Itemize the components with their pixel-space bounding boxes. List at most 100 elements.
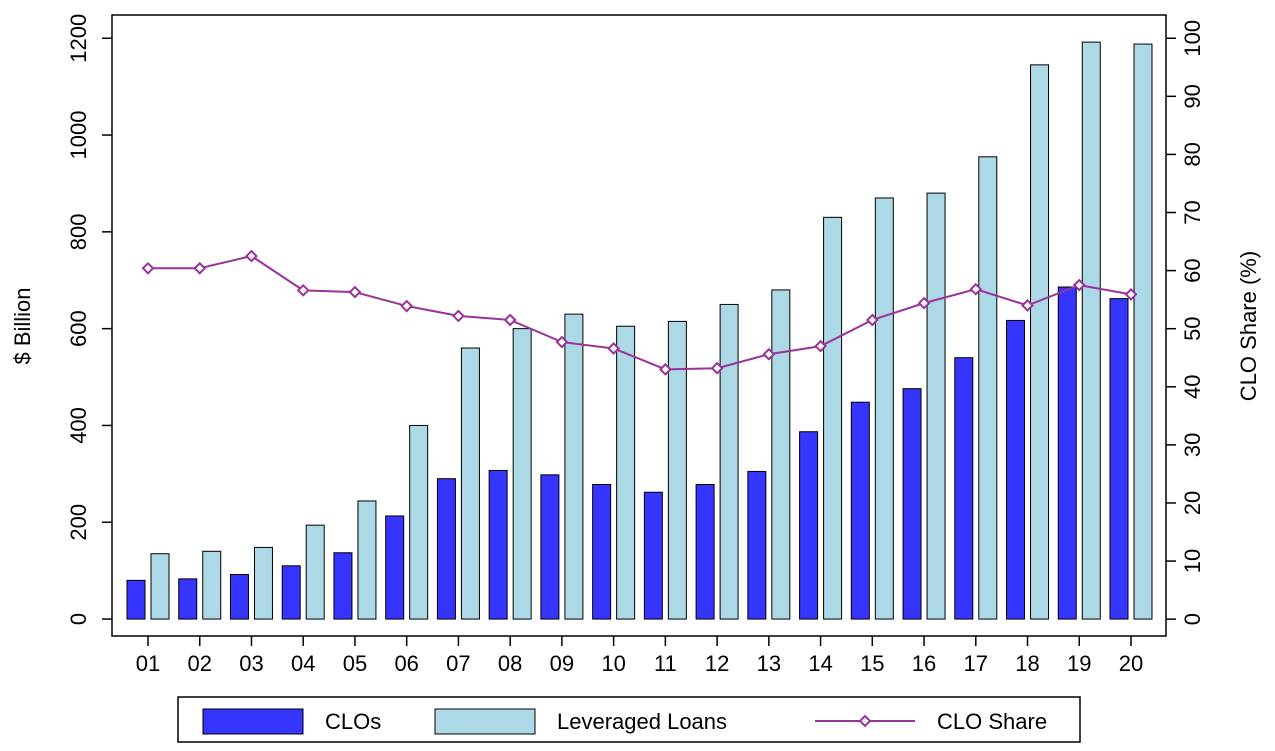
bar (667, 320, 687, 620)
x-tick-label: 12 (705, 651, 729, 676)
x-tick-label: 11 (654, 651, 677, 676)
y2-tick-label: 40 (1180, 375, 1205, 399)
marker (141, 261, 155, 275)
y2-tick-label: 10 (1180, 549, 1205, 573)
marker (452, 309, 465, 323)
bar (616, 325, 636, 620)
bar (978, 156, 998, 620)
bar (460, 347, 480, 620)
bar (771, 289, 791, 620)
marker (865, 313, 879, 327)
bar (592, 484, 612, 620)
y-tick-label: 0 (66, 613, 91, 625)
legend-label: CLO Share (937, 709, 1047, 734)
bar (926, 192, 946, 620)
bar (385, 515, 405, 620)
bar (719, 303, 739, 620)
bar (357, 500, 377, 620)
x-tick-label: 18 (1015, 651, 1039, 676)
y2-tick-label: 0 (1180, 613, 1205, 625)
bar (1109, 298, 1129, 620)
bar (902, 388, 922, 620)
legend-box (177, 696, 1081, 743)
bar (564, 313, 584, 620)
y2-tick-label: 20 (1180, 491, 1205, 515)
x-tick-label: 13 (757, 651, 781, 676)
bar (333, 552, 353, 620)
bar (695, 484, 715, 620)
x-tick-label: 14 (808, 651, 832, 676)
x-tick-label: 04 (291, 651, 315, 676)
legend-swatch (858, 714, 872, 728)
bar (150, 553, 170, 620)
x-tick-label: 02 (187, 651, 211, 676)
y2-tick-label: 70 (1180, 200, 1205, 224)
bar (488, 469, 508, 620)
bar (229, 574, 249, 620)
marker (1072, 278, 1086, 292)
marker (1021, 299, 1034, 312)
bar (1057, 286, 1077, 620)
legend-label: CLOs (325, 709, 381, 734)
bar (1133, 43, 1153, 620)
marker (503, 313, 517, 327)
y2-axis-label: CLO Share (%) (1236, 251, 1261, 401)
x-tick-label: 19 (1067, 651, 1091, 676)
y-axis-label: $ Billion (10, 287, 35, 364)
y-tick-label: 200 (66, 504, 91, 541)
x-tick-label: 09 (550, 651, 574, 676)
bar (512, 328, 532, 620)
marker (400, 299, 414, 313)
marker (348, 285, 362, 299)
bar (874, 197, 894, 620)
x-tick-label: 03 (239, 651, 263, 676)
bar (850, 401, 870, 620)
plot-frame (111, 14, 1167, 637)
y-tick-label: 1200 (66, 14, 91, 63)
y2-tick-label: 100 (1180, 20, 1205, 57)
marker (555, 335, 569, 349)
bar (799, 431, 819, 620)
bar (253, 546, 273, 620)
x-tick-label: 06 (394, 651, 418, 676)
bar (1006, 319, 1026, 620)
bar (643, 491, 663, 620)
bar (954, 357, 974, 620)
x-tick-label: 05 (343, 651, 367, 676)
x-tick-label: 01 (136, 651, 160, 676)
y-tick-label: 800 (66, 213, 91, 250)
y-tick-label: 1000 (66, 111, 91, 160)
y2-tick-label: 80 (1180, 142, 1205, 166)
marker (607, 342, 621, 355)
x-tick-label: 15 (860, 651, 884, 676)
line (148, 255, 1132, 371)
bar (202, 550, 222, 620)
x-tick-label: 20 (1119, 651, 1143, 676)
bar (1081, 41, 1101, 620)
bar (1030, 64, 1050, 620)
y2-tick-label: 30 (1180, 433, 1205, 457)
marker (917, 296, 931, 310)
marker (296, 283, 310, 297)
bar (436, 478, 456, 620)
x-tick-label: 08 (498, 651, 522, 676)
y2-tick-label: 50 (1180, 316, 1205, 340)
x-tick-label: 17 (964, 651, 988, 676)
bar (540, 474, 560, 620)
y-tick-label: 400 (66, 407, 91, 444)
x-tick-label: 16 (912, 651, 936, 676)
marker (969, 282, 983, 296)
legend-label: Leveraged Loans (557, 709, 727, 734)
marker (814, 339, 827, 353)
y2-tick-label: 90 (1180, 84, 1205, 108)
bar (747, 470, 767, 620)
x-tick-label: 10 (601, 651, 625, 676)
x-tick-label: 07 (446, 651, 470, 676)
bar (281, 565, 301, 620)
marker (1124, 288, 1138, 301)
marker (193, 261, 207, 275)
bar (126, 579, 146, 620)
bar (409, 424, 429, 620)
marker (658, 362, 672, 376)
